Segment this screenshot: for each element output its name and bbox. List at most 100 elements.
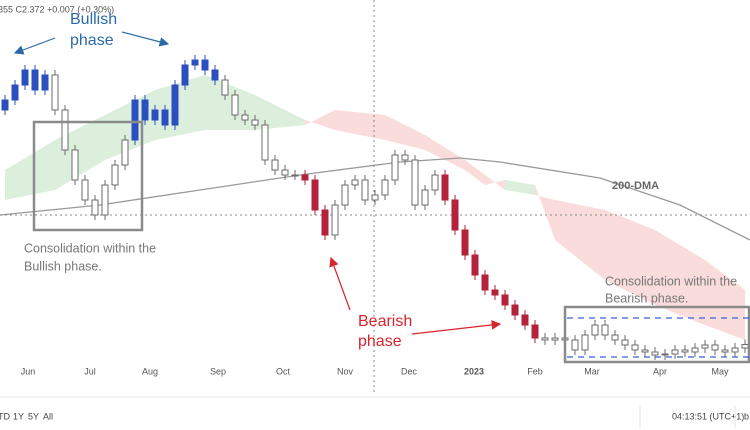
cloud-segment	[655, 230, 705, 325]
candle-body	[21, 69, 29, 86]
cloud-segment	[155, 75, 205, 140]
candle-body	[121, 139, 129, 166]
candle-body	[571, 339, 579, 351]
candle-body	[451, 199, 459, 231]
candle-body	[501, 294, 509, 306]
candle-body	[431, 174, 439, 191]
cloud-segment	[485, 175, 505, 190]
cloud-segment	[605, 210, 655, 305]
candle-body	[461, 229, 469, 256]
annotation: Bullish phase.	[24, 259, 102, 273]
candles	[1, 55, 749, 360]
candle-body	[701, 344, 709, 349]
candle-body	[181, 64, 189, 86]
candle-body	[351, 179, 359, 186]
candle-body	[491, 289, 499, 296]
candle-body	[271, 159, 279, 171]
candle-body	[111, 164, 119, 186]
range-button[interactable]: 1Y	[13, 411, 24, 421]
moving-average	[0, 157, 750, 241]
cloud-segment	[305, 110, 335, 130]
clock: 04:13:51 (UTC+1)	[672, 411, 744, 421]
candle-body	[251, 119, 259, 126]
annotation: Bearish phase.	[605, 291, 688, 305]
candle-body	[381, 179, 389, 196]
annotation: phase	[358, 333, 402, 350]
candle-body	[361, 179, 369, 201]
candle-body	[131, 99, 139, 141]
candle-body	[341, 184, 349, 206]
candle-body	[481, 274, 489, 291]
candle-body	[241, 114, 249, 121]
x-tick-label: Jun	[21, 366, 36, 376]
range-button[interactable]: 5Y	[28, 411, 39, 421]
candle-body	[211, 69, 219, 81]
candle-body	[71, 149, 79, 181]
cloud-segment	[535, 185, 555, 240]
candle-body	[471, 254, 479, 276]
annotation: Consolidation within the	[605, 274, 737, 288]
candle-body	[231, 94, 239, 116]
candle-body	[621, 339, 629, 346]
candle-body	[311, 179, 319, 211]
x-tick-label: Aug	[142, 366, 158, 376]
arrow	[329, 256, 351, 311]
candle-body	[101, 184, 109, 216]
dma-label: 200-DMA	[612, 180, 659, 192]
annotation: Bullish	[70, 11, 117, 28]
candle-body	[721, 349, 729, 353]
candle-body	[421, 189, 429, 206]
candle-body	[201, 59, 209, 71]
candle-body	[51, 74, 59, 111]
candle-body	[371, 194, 379, 201]
candle-body	[81, 179, 89, 201]
candle-body	[31, 69, 39, 91]
cloud-segment	[255, 95, 305, 130]
candle-body	[731, 347, 739, 353]
dma-line	[0, 157, 750, 241]
candle-body	[711, 344, 719, 351]
candle-body	[391, 154, 399, 181]
candle-body	[661, 353, 669, 356]
candle-body	[191, 59, 199, 66]
candle-body	[331, 204, 339, 236]
annotation: Consolidation within the	[24, 241, 156, 255]
x-tick-label: Dec	[401, 366, 418, 376]
price-header: 355 C2.372 +0.007 (+0.30%)	[0, 4, 114, 14]
candle-body	[741, 344, 749, 349]
candle-body	[681, 349, 689, 353]
candle-body	[61, 109, 69, 151]
candle-body	[581, 334, 589, 351]
candle-body	[171, 84, 179, 126]
x-tick-label: Jul	[84, 366, 96, 376]
consolidation-box	[563, 305, 750, 364]
x-tick-label: Oct	[276, 366, 291, 376]
candle-body	[611, 334, 619, 341]
candle-body	[441, 174, 449, 201]
range-button[interactable]: TD	[0, 411, 10, 421]
cloud-segment	[335, 110, 385, 140]
candle-body	[631, 344, 639, 351]
x-tick-label: Apr	[653, 366, 667, 376]
candle-body	[301, 174, 309, 181]
candle-body	[601, 324, 609, 336]
candle-body	[291, 174, 299, 177]
toolbar-edge: b	[744, 411, 749, 421]
candle-body	[651, 351, 659, 356]
candle-body	[1, 99, 9, 111]
candle-body	[411, 159, 419, 206]
candle-body	[11, 84, 19, 101]
cloud-segment	[385, 115, 425, 150]
x-tick-label: Mar	[584, 366, 600, 376]
cloud-segment	[505, 180, 535, 195]
cloud-segment	[465, 160, 485, 185]
cloud-segment	[205, 75, 255, 130]
candle-body	[401, 154, 409, 161]
toolbar: TD 1Y 5Y All 04:13:51 (UTC+1) b	[0, 411, 749, 421]
candle-body	[151, 109, 159, 121]
range-button[interactable]: All	[43, 411, 53, 421]
candle-body	[261, 124, 269, 161]
arrow	[411, 320, 502, 335]
candle-body	[531, 324, 539, 339]
